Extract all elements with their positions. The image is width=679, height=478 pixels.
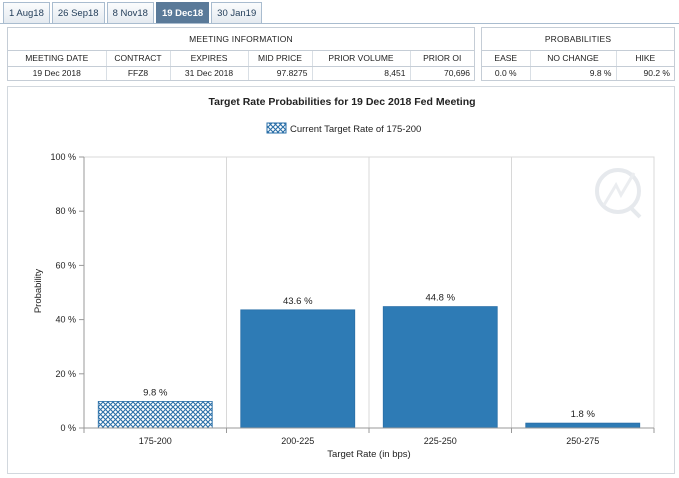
header-contract: CONTRACT xyxy=(106,50,171,67)
meeting-information-panel: MEETING INFORMATION MEETING DATE CONTRAC… xyxy=(7,27,475,81)
x-axis-title: Target Rate (in bps) xyxy=(327,449,410,460)
header-prior-oi: PRIOR OI xyxy=(410,50,474,67)
bar-value-label: 1.8 % xyxy=(571,409,596,420)
header-ease: EASE xyxy=(482,50,531,67)
bar-225-250[interactable] xyxy=(382,306,498,429)
cell-prior-volume: 8,451 xyxy=(312,66,411,80)
header-hike: HIKE xyxy=(616,50,674,67)
bar-value-label: 44.8 % xyxy=(425,293,455,304)
cell-expires: 31 Dec 2018 xyxy=(170,66,249,80)
x-tick-label: 200-225 xyxy=(281,436,314,446)
tab-divider xyxy=(0,23,679,24)
y-tick-label: 80 % xyxy=(55,206,76,216)
y-axis-title: Probability xyxy=(33,269,44,314)
x-tick-label: 175-200 xyxy=(139,436,172,446)
probabilities-table: PROBABILITIES EASE NO CHANGE HIKE 0.0 % … xyxy=(482,28,674,80)
y-tick-label: 20 % xyxy=(55,369,76,379)
cell-prior-oi: 70,696 xyxy=(444,68,470,79)
bar-200-225[interactable] xyxy=(240,309,356,429)
cell-meeting-date: 19 Dec 2018 xyxy=(8,66,107,80)
y-tick-label: 0 % xyxy=(60,423,76,433)
tab-8-nov18[interactable]: 8 Nov18 xyxy=(106,2,154,23)
bar-value-label: 9.8 % xyxy=(143,387,168,398)
meeting-information-title: MEETING INFORMATION xyxy=(8,28,474,51)
meeting-tabs: 1 Aug18 26 Sep18 8 Nov18 19 Dec18 30 Jan… xyxy=(3,2,264,24)
x-tick-label: 250-275 xyxy=(566,436,599,446)
cell-no-change: 9.8 % xyxy=(530,66,617,80)
chart-grid xyxy=(83,156,655,429)
bar-175-200[interactable] xyxy=(97,401,213,429)
y-axis: 0 % 20 % 40 % 60 % 80 % 100 % xyxy=(50,152,85,433)
cell-ease: 0.0 % xyxy=(482,66,531,80)
watermark-logo xyxy=(595,168,642,219)
header-expires: EXPIRES xyxy=(170,50,249,67)
x-tick-label: 225-250 xyxy=(424,436,457,446)
y-tick-label: 100 % xyxy=(50,152,76,162)
cell-contract: FFZ8 xyxy=(106,66,171,80)
probabilities-panel: PROBABILITIES EASE NO CHANGE HIKE 0.0 % … xyxy=(481,27,675,81)
tab-1-aug18[interactable]: 1 Aug18 xyxy=(3,2,50,23)
tab-19-dec18[interactable]: 19 Dec18 xyxy=(155,2,210,23)
chart-bars: 9.8 % 43.6 % 44.8 % 1.8 % xyxy=(97,293,641,429)
bar-value-label: 43.6 % xyxy=(283,296,313,307)
x-axis: 175-200 200-225 225-250 250-275 xyxy=(83,427,655,446)
cell-mid-price: 97.8275 xyxy=(248,66,313,80)
tab-26-sep18[interactable]: 26 Sep18 xyxy=(51,2,105,23)
legend-label: Current Target Rate of 175-200 xyxy=(290,124,421,135)
header-mid-price: MID PRICE xyxy=(248,50,313,67)
chart-container: Target Rate Probabilities for 19 Dec 201… xyxy=(7,86,675,474)
header-meeting-date: MEETING DATE xyxy=(8,50,107,67)
bar-250-275[interactable] xyxy=(525,422,641,429)
header-prior-volume: PRIOR VOLUME xyxy=(312,50,411,67)
cell-hike: 90.2 % xyxy=(643,68,670,79)
y-tick-label: 60 % xyxy=(55,260,76,270)
header-no-change: NO CHANGE xyxy=(530,50,617,67)
probabilities-title: PROBABILITIES xyxy=(482,28,674,51)
chart-legend[interactable]: Current Target Rate of 175-200 xyxy=(266,122,421,135)
chart-title: Target Rate Probabilities for 19 Dec 201… xyxy=(208,96,475,108)
meeting-information-table: MEETING INFORMATION MEETING DATE CONTRAC… xyxy=(8,28,474,80)
tab-30-jan19[interactable]: 30 Jan19 xyxy=(211,2,263,23)
legend-swatch xyxy=(266,122,287,134)
y-tick-label: 40 % xyxy=(55,315,76,325)
probability-chart: Target Rate Probabilities for 19 Dec 201… xyxy=(33,96,655,460)
